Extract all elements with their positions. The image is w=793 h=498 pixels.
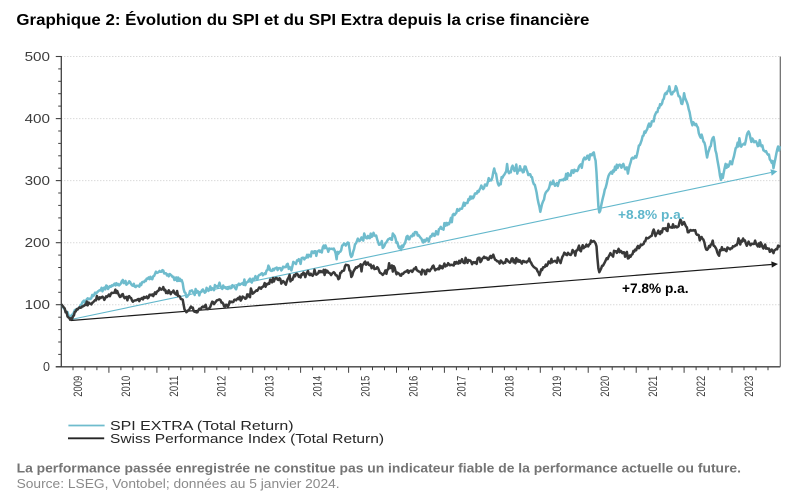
svg-text:2009: 2009 xyxy=(73,376,85,397)
svg-text:2023: 2023 xyxy=(744,376,756,397)
svg-text:0: 0 xyxy=(43,360,50,374)
svg-text:2017: 2017 xyxy=(456,376,468,397)
svg-text:300: 300 xyxy=(25,174,50,188)
svg-text:400: 400 xyxy=(25,112,50,126)
svg-text:SPI EXTRA (Total Return): SPI EXTRA (Total Return) xyxy=(110,418,294,433)
svg-text:2013: 2013 xyxy=(265,376,277,397)
svg-text:2012: 2012 xyxy=(217,376,229,397)
svg-text:2020: 2020 xyxy=(600,376,612,397)
svg-text:2021: 2021 xyxy=(648,376,660,397)
svg-text:2019: 2019 xyxy=(552,376,564,397)
svg-text:2015: 2015 xyxy=(361,376,373,397)
svg-text:+8.8% p.a.: +8.8% p.a. xyxy=(618,207,685,222)
svg-text:La performance passée enregist: La performance passée enregistrée ne con… xyxy=(17,460,741,475)
svg-text:Swiss Performance Index (Total: Swiss Performance Index (Total Return) xyxy=(110,431,384,446)
svg-text:100: 100 xyxy=(25,298,50,312)
svg-text:2014: 2014 xyxy=(313,375,325,396)
svg-text:Source: LSEG, Vontobel; donnée: Source: LSEG, Vontobel; données au 5 jan… xyxy=(17,476,340,491)
svg-text:Graphique 2: Évolution du SPI: Graphique 2: Évolution du SPI et du SPI … xyxy=(16,12,589,29)
svg-text:2011: 2011 xyxy=(169,376,181,397)
svg-text:2018: 2018 xyxy=(504,376,516,397)
svg-text:500: 500 xyxy=(25,50,50,64)
svg-text:2016: 2016 xyxy=(408,376,420,397)
svg-text:+7.8% p.a.: +7.8% p.a. xyxy=(622,281,689,296)
svg-text:2022: 2022 xyxy=(696,376,708,397)
svg-text:2010: 2010 xyxy=(121,376,133,397)
svg-text:200: 200 xyxy=(25,236,50,250)
